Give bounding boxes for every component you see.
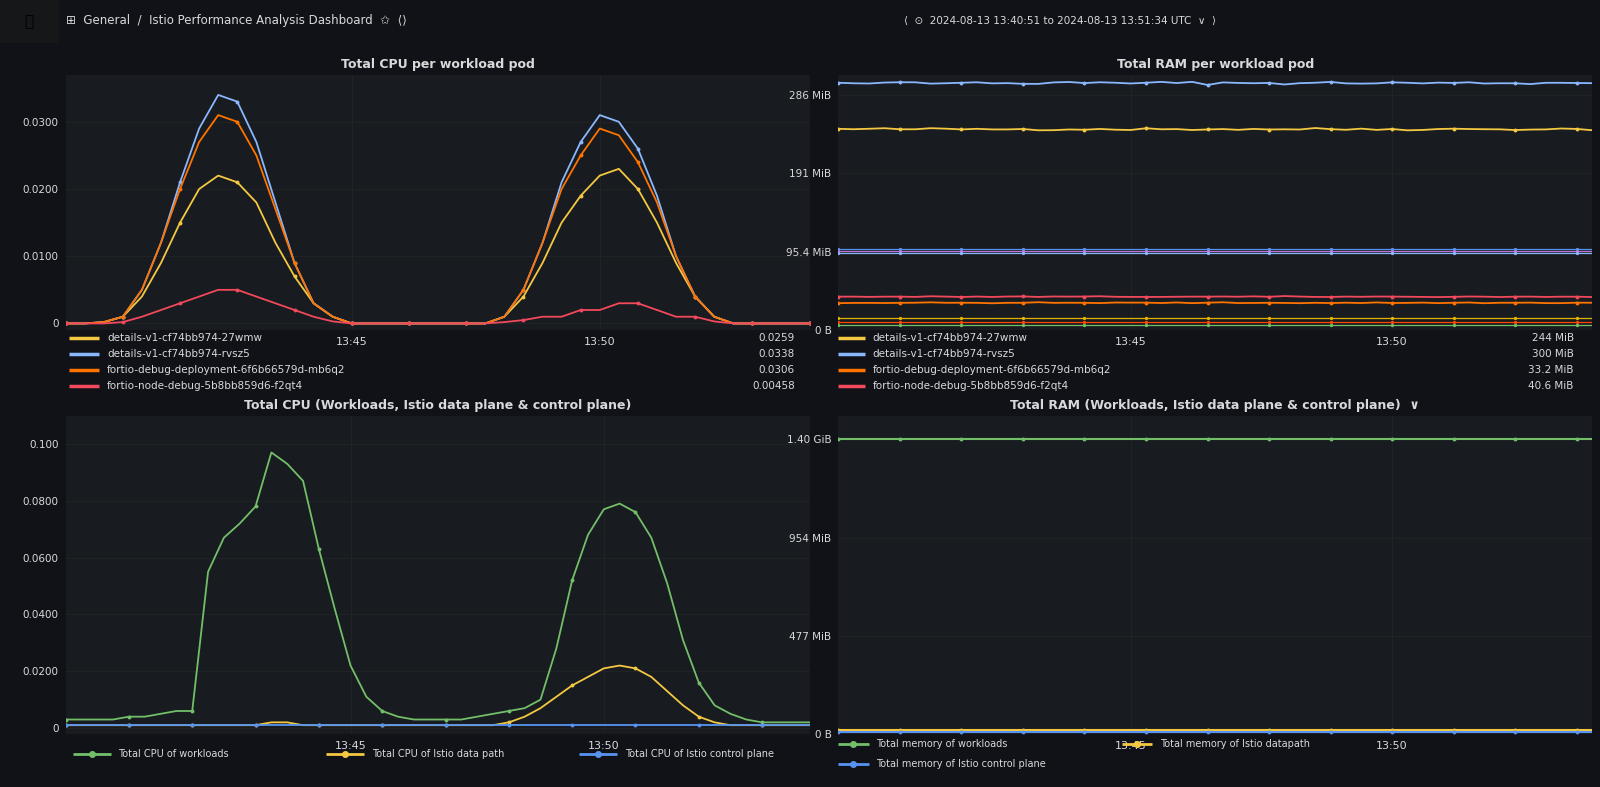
Text: 40.6 MiB: 40.6 MiB bbox=[1528, 381, 1574, 390]
Text: 🔥: 🔥 bbox=[24, 14, 34, 29]
Text: 0.0306: 0.0306 bbox=[758, 364, 795, 375]
Title: Total RAM per workload pod: Total RAM per workload pod bbox=[1117, 57, 1314, 71]
Text: Total memory of Istio control plane: Total memory of Istio control plane bbox=[877, 759, 1046, 769]
Text: fortio-debug-deployment-6f6b66579d-mb6q2: fortio-debug-deployment-6f6b66579d-mb6q2 bbox=[872, 364, 1110, 375]
Text: ⊞  General  /  Istio Performance Analysis Dashboard  ✩  ⟨⟩: ⊞ General / Istio Performance Analysis D… bbox=[66, 14, 406, 28]
Text: 33.2 MiB: 33.2 MiB bbox=[1528, 364, 1574, 375]
Text: 244 MiB: 244 MiB bbox=[1531, 333, 1574, 343]
Text: Total memory of workloads: Total memory of workloads bbox=[877, 739, 1008, 749]
Title: Total RAM (Workloads, Istio data plane & control plane)  ∨: Total RAM (Workloads, Istio data plane &… bbox=[1010, 398, 1421, 412]
Text: ⟨  ⊙  2024-08-13 13:40:51 to 2024-08-13 13:51:34 UTC  ∨  ⟩: ⟨ ⊙ 2024-08-13 13:40:51 to 2024-08-13 13… bbox=[904, 16, 1216, 26]
Text: details-v1-cf74bb974-rvsz5: details-v1-cf74bb974-rvsz5 bbox=[872, 349, 1016, 359]
Text: 0.0338: 0.0338 bbox=[758, 349, 795, 359]
Text: Total memory of Istio datapath: Total memory of Istio datapath bbox=[1160, 739, 1310, 749]
Text: 300 MiB: 300 MiB bbox=[1531, 349, 1574, 359]
Title: Total CPU per workload pod: Total CPU per workload pod bbox=[341, 57, 534, 71]
Text: details-v1-cf74bb974-27wmw: details-v1-cf74bb974-27wmw bbox=[872, 333, 1027, 343]
Text: Total CPU of Istio data path: Total CPU of Istio data path bbox=[371, 749, 504, 759]
Text: Total CPU of workloads: Total CPU of workloads bbox=[118, 749, 229, 759]
Text: fortio-debug-deployment-6f6b66579d-mb6q2: fortio-debug-deployment-6f6b66579d-mb6q2 bbox=[107, 364, 346, 375]
Text: Total CPU of Istio control plane: Total CPU of Istio control plane bbox=[626, 749, 774, 759]
Text: details-v1-cf74bb974-27wmw: details-v1-cf74bb974-27wmw bbox=[107, 333, 262, 343]
Bar bbox=[0, 0, 58, 43]
Text: 0.0259: 0.0259 bbox=[758, 333, 795, 343]
Text: 0.00458: 0.00458 bbox=[752, 381, 795, 390]
Text: fortio-node-debug-5b8bb859d6-f2qt4: fortio-node-debug-5b8bb859d6-f2qt4 bbox=[107, 381, 302, 390]
Text: details-v1-cf74bb974-rvsz5: details-v1-cf74bb974-rvsz5 bbox=[107, 349, 250, 359]
Title: Total CPU (Workloads, Istio data plane & control plane): Total CPU (Workloads, Istio data plane &… bbox=[243, 398, 632, 412]
Text: fortio-node-debug-5b8bb859d6-f2qt4: fortio-node-debug-5b8bb859d6-f2qt4 bbox=[872, 381, 1069, 390]
